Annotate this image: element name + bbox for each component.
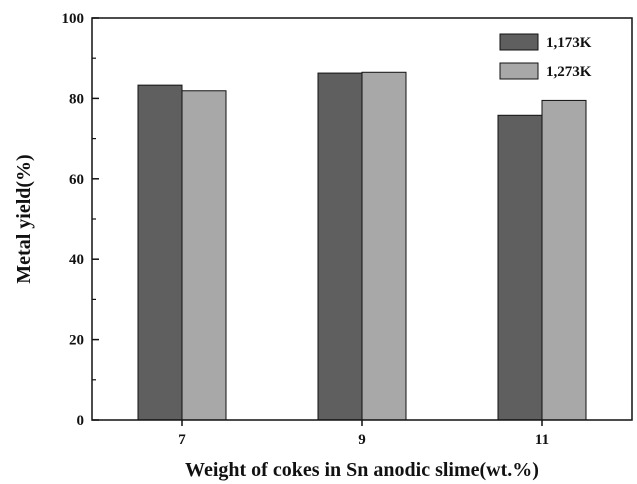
bar-1173K-11 [497, 114, 543, 421]
x-axis-title: Weight of cokes in Sn anodic slime(wt.%) [185, 459, 539, 481]
legend: 1,173K 1,273K [499, 33, 592, 80]
y-axis: 0 20 40 60 80 100 [62, 11, 99, 429]
legend-label: 1,273K [546, 64, 592, 80]
legend-swatch [499, 33, 539, 51]
y-tick-label: 100 [62, 11, 85, 27]
y-tick-label: 0 [77, 413, 85, 429]
y-tick-label: 60 [69, 172, 84, 188]
x-tick-label: 11 [535, 432, 549, 448]
y-tick-label: 20 [69, 333, 84, 349]
y-tick-label: 80 [69, 91, 84, 107]
legend-swatch [499, 62, 539, 80]
x-tick-label: 7 [178, 432, 186, 448]
bar-1273K-11 [541, 99, 587, 421]
y-tick-label: 40 [69, 252, 84, 268]
bar-1273K-7 [181, 90, 227, 421]
legend-label: 1,173K [546, 35, 592, 51]
y-axis-title: Metal yield(%) [13, 154, 35, 283]
bar-1173K-7 [137, 84, 183, 421]
bars-layer [137, 71, 587, 421]
bar-1273K-9 [361, 71, 407, 421]
bar-1173K-9 [317, 72, 363, 421]
x-tick-label: 9 [358, 432, 366, 448]
x-axis: 7 9 11 [178, 420, 549, 448]
